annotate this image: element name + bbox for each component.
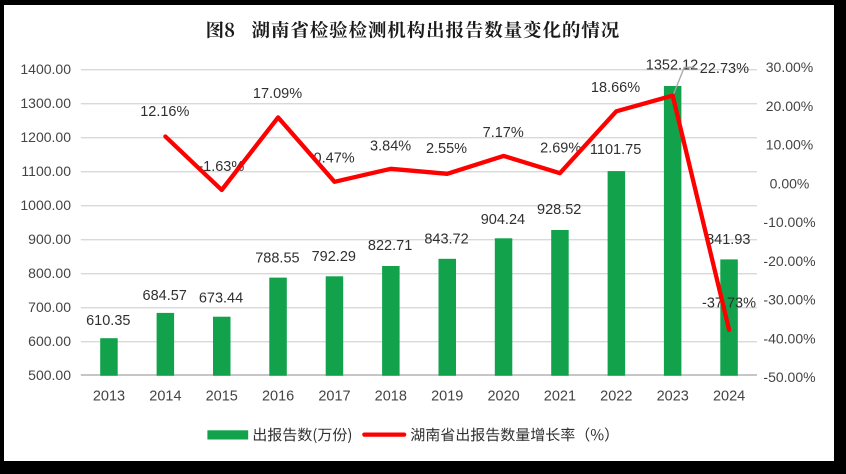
- svg-text:2020: 2020: [487, 389, 519, 405]
- svg-text:30.00%: 30.00%: [766, 59, 813, 75]
- svg-text:800.00: 800.00: [28, 265, 71, 281]
- svg-text:2.69%: 2.69%: [540, 141, 581, 157]
- svg-text:2021: 2021: [544, 389, 576, 405]
- svg-text:788.55: 788.55: [255, 251, 299, 267]
- svg-text:10.00%: 10.00%: [766, 137, 813, 153]
- svg-text:-10.00%: -10.00%: [763, 214, 815, 230]
- svg-text:792.29: 792.29: [312, 249, 356, 265]
- svg-text:-40.00%: -40.00%: [763, 331, 815, 347]
- svg-text:7.17%: 7.17%: [483, 125, 524, 141]
- svg-text:0.47%: 0.47%: [314, 150, 355, 166]
- svg-text:1100.00: 1100.00: [21, 163, 71, 179]
- svg-text:1400.00: 1400.00: [20, 61, 71, 77]
- svg-text:673.44: 673.44: [199, 290, 243, 306]
- svg-text:1200.00: 1200.00: [20, 129, 71, 145]
- svg-text:1300.00: 1300.00: [20, 95, 71, 111]
- svg-text:841.93: 841.93: [706, 232, 750, 248]
- svg-text:1000.00: 1000.00: [20, 197, 71, 213]
- svg-text:2022: 2022: [600, 389, 632, 405]
- svg-text:2016: 2016: [262, 389, 294, 405]
- svg-text:610.35: 610.35: [86, 313, 130, 329]
- svg-text:1352.12: 1352.12: [646, 58, 698, 74]
- svg-text:-50.00%: -50.00%: [763, 369, 815, 385]
- svg-text:684.57: 684.57: [143, 288, 187, 304]
- svg-text:600.00: 600.00: [28, 333, 71, 349]
- svg-text:2018: 2018: [375, 389, 407, 405]
- svg-text:-30.00%: -30.00%: [763, 292, 815, 308]
- svg-text:-20.00%: -20.00%: [763, 253, 815, 269]
- svg-text:2013: 2013: [93, 389, 125, 405]
- svg-text:20.00%: 20.00%: [766, 98, 813, 114]
- svg-text:2023: 2023: [657, 389, 689, 405]
- svg-text:2015: 2015: [206, 389, 238, 405]
- svg-text:2.55%: 2.55%: [426, 141, 467, 157]
- svg-text:17.09%: 17.09%: [253, 86, 302, 102]
- svg-text:2019: 2019: [431, 389, 463, 405]
- svg-text:822.71: 822.71: [368, 238, 412, 254]
- svg-text:12.16%: 12.16%: [140, 104, 189, 120]
- svg-text:843.72: 843.72: [424, 231, 468, 247]
- svg-text:2017: 2017: [318, 389, 350, 405]
- svg-text:2014: 2014: [149, 389, 181, 405]
- svg-text:-37.73%: -37.73%: [702, 296, 756, 312]
- svg-text:500.00: 500.00: [28, 367, 71, 383]
- svg-text:700.00: 700.00: [28, 299, 71, 315]
- svg-text:0.00%: 0.00%: [770, 176, 810, 192]
- svg-text:22.73%: 22.73%: [700, 61, 749, 77]
- svg-text:1101.75: 1101.75: [590, 142, 641, 158]
- svg-text:2024: 2024: [713, 389, 745, 405]
- svg-text:904.24: 904.24: [481, 212, 525, 228]
- svg-text:18.66%: 18.66%: [591, 80, 640, 96]
- svg-text:3.84%: 3.84%: [370, 138, 411, 154]
- svg-text:-1.63%: -1.63%: [198, 159, 244, 175]
- svg-text:928.52: 928.52: [537, 202, 581, 218]
- svg-text:900.00: 900.00: [28, 231, 71, 247]
